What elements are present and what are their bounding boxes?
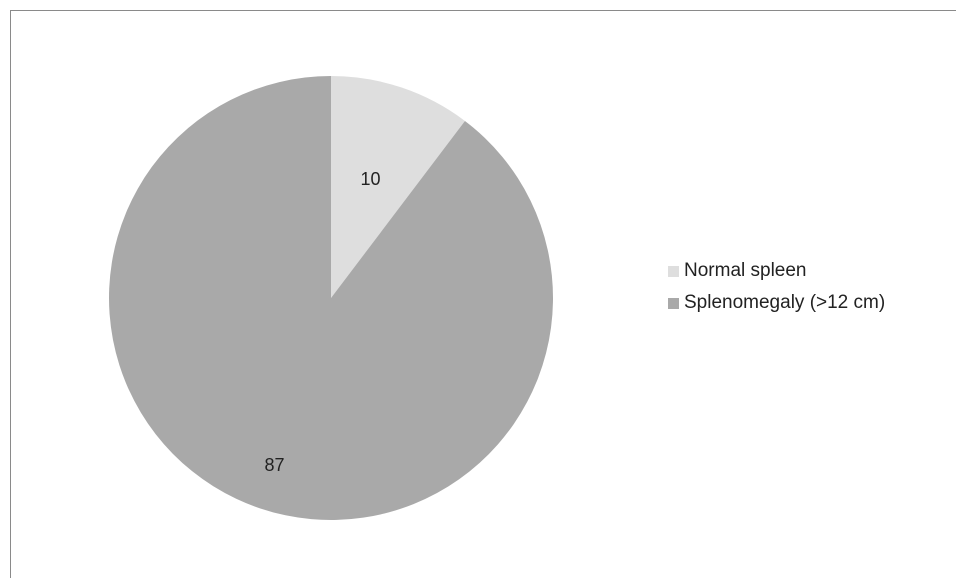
chart-frame bbox=[10, 10, 956, 578]
legend-item-splenomegaly: Splenomegaly (>12 cm) bbox=[668, 290, 885, 316]
legend-swatch-splenomegaly bbox=[668, 297, 679, 309]
data-label-splenomegaly: 87 bbox=[264, 455, 284, 475]
pie-slice-splenomegaly bbox=[109, 76, 554, 520]
legend: Normal spleen Splenomegaly (>12 cm) bbox=[668, 258, 885, 322]
legend-label-normal-spleen: Normal spleen bbox=[684, 260, 807, 281]
legend-label-splenomegaly: Splenomegaly (>12 cm) bbox=[684, 292, 886, 313]
data-label-normal-spleen: 10 bbox=[361, 169, 381, 189]
pie-slice-normal-spleen bbox=[331, 76, 465, 298]
legend-item-normal-spleen: Normal spleen bbox=[668, 258, 885, 284]
legend-swatch-normal-spleen bbox=[668, 265, 679, 277]
